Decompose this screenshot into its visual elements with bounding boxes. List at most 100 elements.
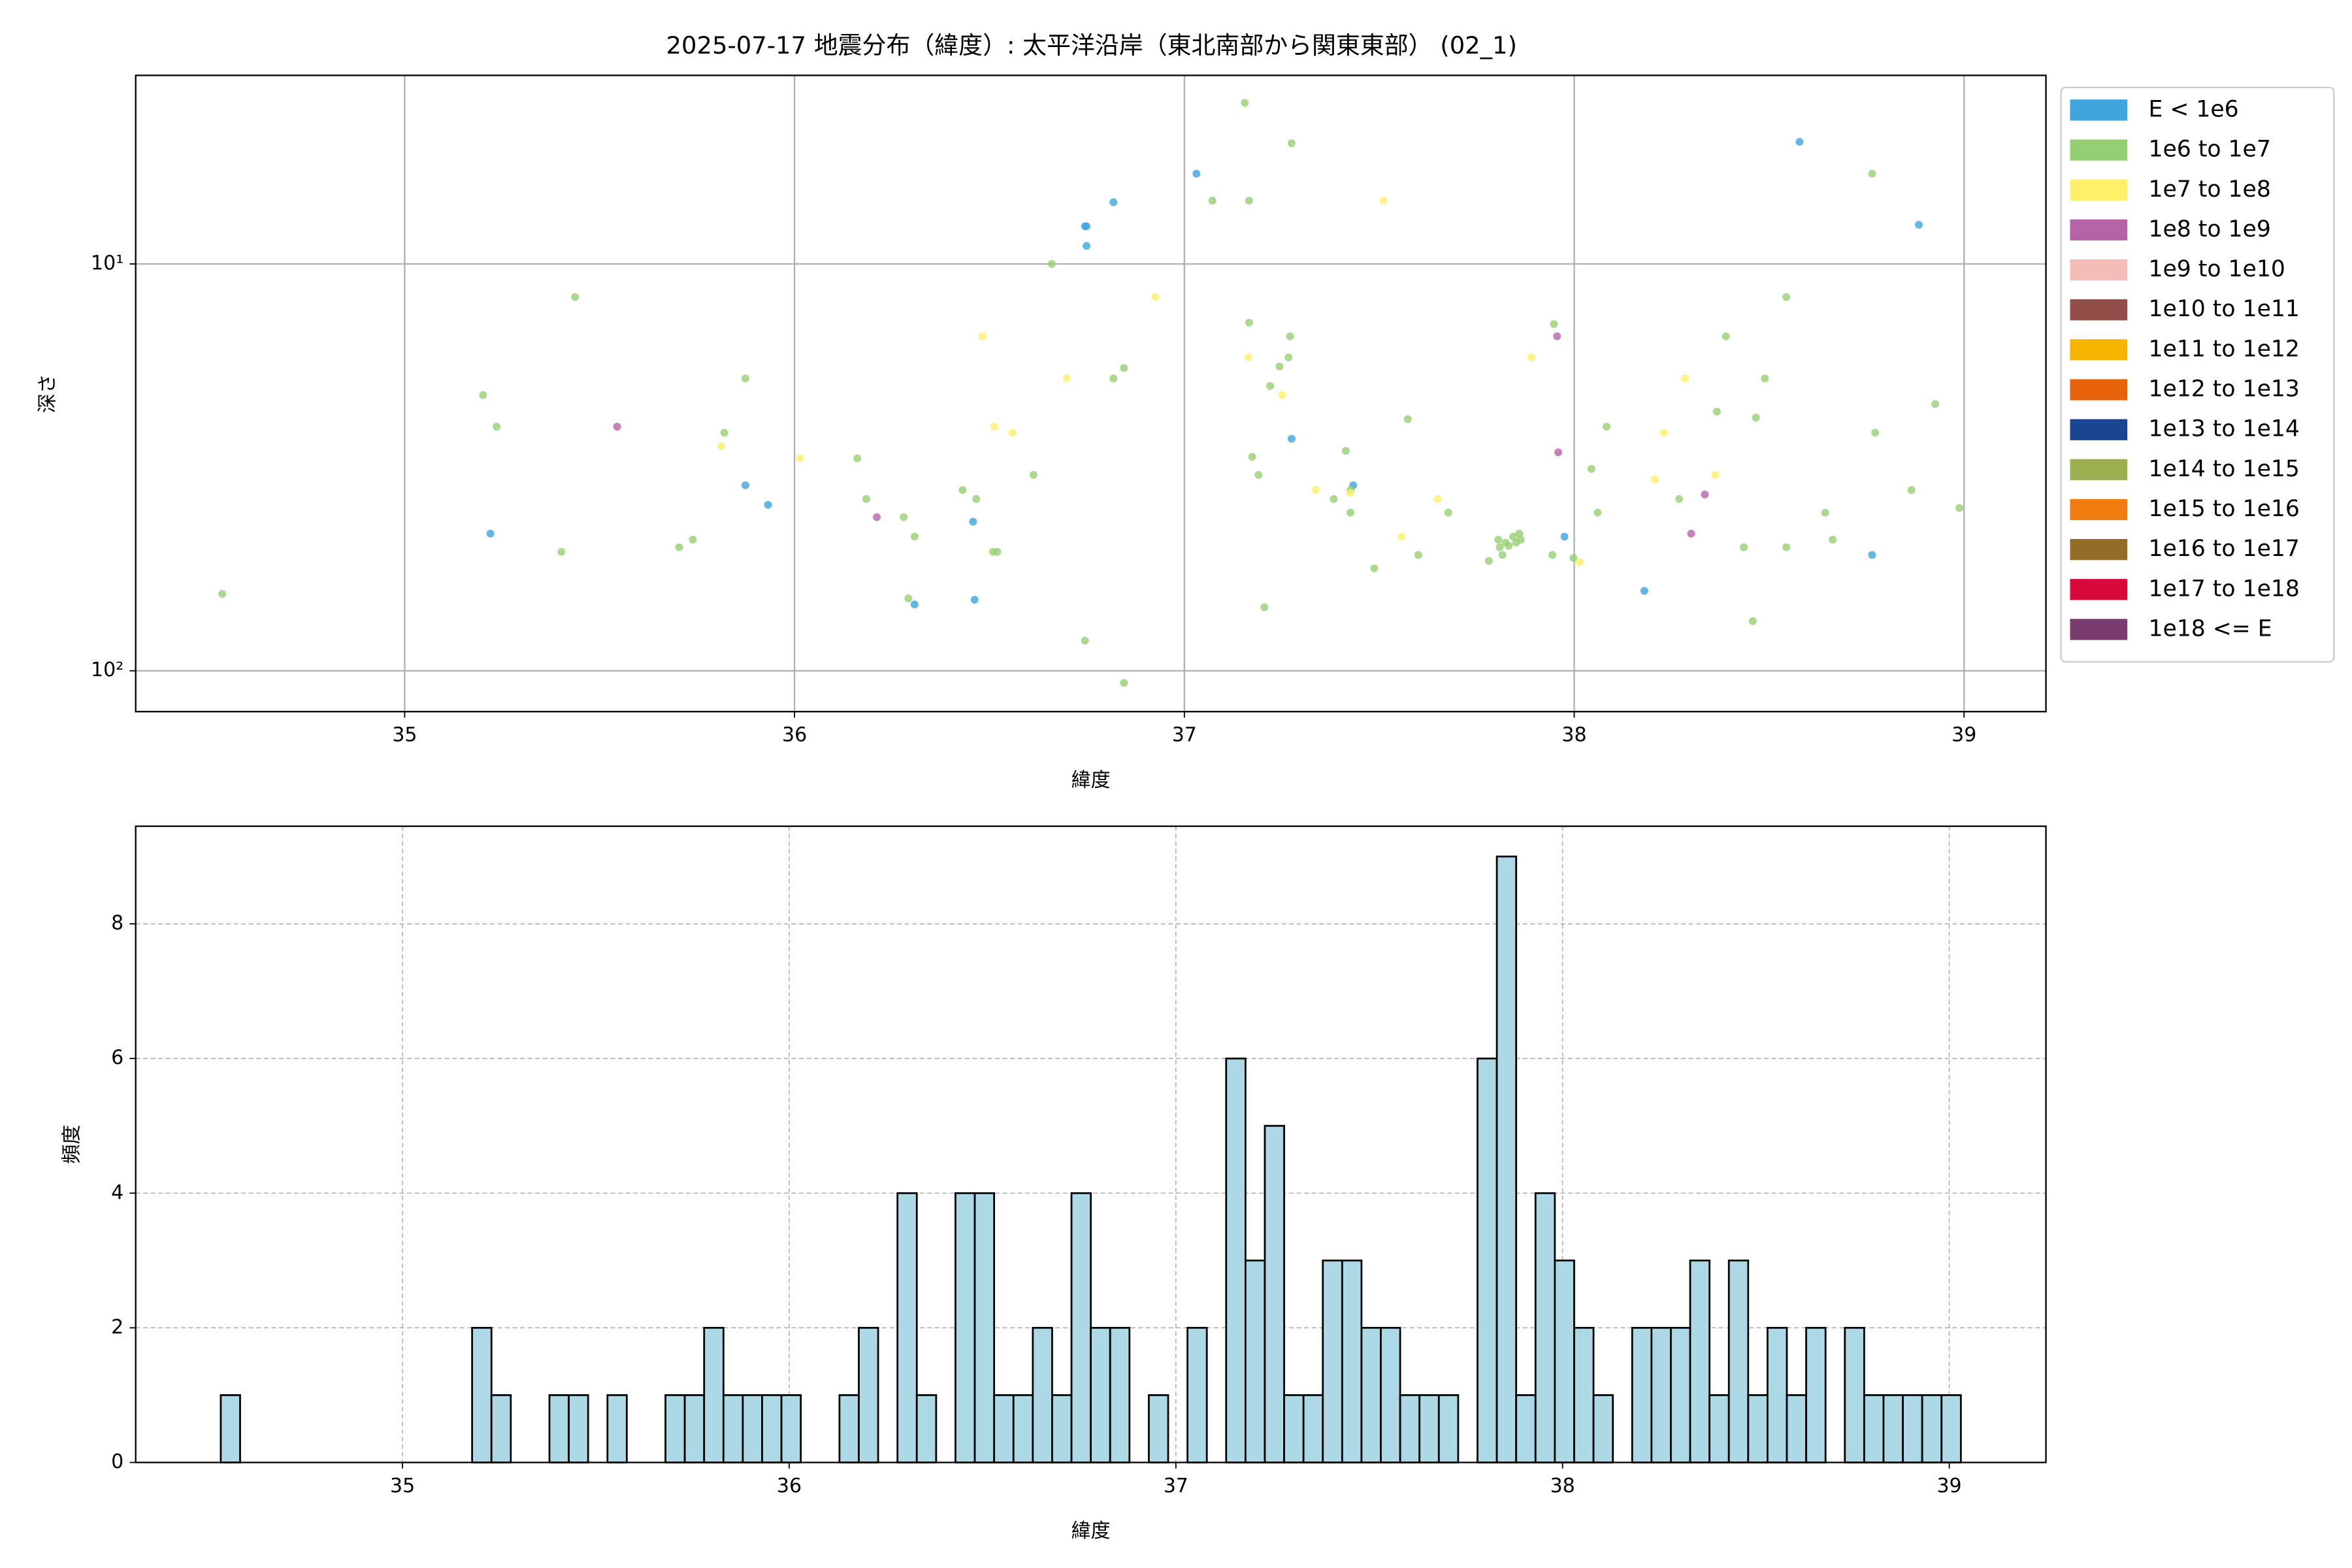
histogram-bar [1515, 1394, 1537, 1463]
data-point [1414, 551, 1422, 559]
data-point [1341, 447, 1350, 455]
histogram-bar [1592, 1394, 1614, 1463]
histogram-bar [1322, 1259, 1343, 1463]
y-tick-label: 0 [111, 1450, 123, 1473]
data-point [1241, 99, 1249, 107]
data-point [1109, 198, 1118, 206]
histogram-bar [1012, 1394, 1034, 1463]
data-point [970, 596, 979, 604]
histogram-bar [1708, 1394, 1730, 1463]
histogram-bar [1844, 1326, 1865, 1463]
x-tick-label: 35 [392, 724, 417, 747]
legend-label: 1e17 to 1e18 [2148, 576, 2299, 602]
legend-label: 1e16 to 1e17 [2148, 536, 2299, 562]
histogram-bar [1631, 1326, 1653, 1463]
data-point [1245, 318, 1253, 327]
histogram-bar [703, 1326, 725, 1463]
legend-label: 1e10 to 1e11 [2148, 296, 2299, 322]
data-point [1275, 362, 1284, 370]
data-point [1548, 551, 1557, 559]
data-point [675, 543, 683, 551]
x-tick-label: 38 [1561, 724, 1586, 747]
data-point [978, 332, 987, 340]
data-point [741, 374, 749, 383]
legend-frame [2060, 86, 2335, 663]
data-point [796, 454, 804, 463]
histogram-bar [664, 1394, 686, 1463]
histogram-bar [955, 1192, 976, 1463]
data-point [1560, 532, 1569, 541]
histogram-bar [1902, 1394, 1923, 1463]
chart-title: 2025-07-17 地震分布（緯度）: 太平洋沿岸（東北南部から関東東部） (… [666, 31, 1517, 59]
data-point [1675, 495, 1684, 503]
data-point [1397, 532, 1406, 541]
axes-frame [135, 74, 2047, 713]
data-point [1244, 353, 1252, 362]
histogram-bar [1573, 1326, 1595, 1463]
data-point [1782, 293, 1791, 301]
data-point [1680, 374, 1689, 383]
data-point [853, 454, 862, 463]
x-tick-label: 39 [1952, 724, 1976, 747]
x-tick-label: 36 [777, 1475, 802, 1497]
data-point [1931, 400, 1940, 408]
histogram-bar [1882, 1394, 1904, 1463]
data-point [764, 500, 772, 509]
y-axis-label: 深さ [36, 374, 59, 413]
x-tick-label: 38 [1550, 1475, 1575, 1497]
histogram-bar [1399, 1394, 1421, 1463]
histogram-bar [1650, 1326, 1672, 1463]
data-point [1871, 429, 1880, 437]
data-point [1081, 636, 1089, 645]
legend-swatch [2070, 179, 2128, 201]
data-point [1722, 332, 1730, 340]
histogram-bar [548, 1394, 570, 1463]
legend-label: 1e11 to 1e12 [2148, 336, 2299, 362]
legend-label: E < 1e6 [2148, 96, 2238, 122]
legend-label: 1e13 to 1e14 [2148, 416, 2299, 442]
histogram-bar [1477, 1057, 1498, 1463]
data-point [993, 547, 1002, 556]
histogram-bar [1186, 1326, 1208, 1463]
y-tick-label: 10¹ [91, 252, 123, 274]
data-point [1701, 490, 1709, 498]
data-point [1083, 222, 1091, 231]
legend-swatch [2070, 619, 2128, 640]
data-point [1553, 332, 1561, 340]
data-point [969, 517, 977, 526]
data-point [1370, 564, 1379, 572]
x-tick-label: 35 [390, 1475, 415, 1497]
data-point [741, 481, 749, 489]
data-point [571, 293, 580, 301]
data-point [1120, 364, 1128, 372]
data-point [479, 391, 487, 399]
histogram-bar [1670, 1326, 1691, 1463]
data-point [1740, 543, 1748, 551]
data-point [689, 535, 697, 544]
data-point [910, 532, 919, 541]
histogram-bar [1225, 1057, 1247, 1463]
histogram-bar [606, 1394, 628, 1463]
legend-swatch [2070, 539, 2128, 561]
data-point [1266, 382, 1275, 390]
data-point [1245, 197, 1253, 205]
data-point [720, 429, 728, 437]
histogram-bar [1747, 1394, 1769, 1463]
data-point [1509, 532, 1517, 541]
data-point [1569, 553, 1578, 562]
data-point [900, 513, 908, 521]
legend-label: 1e7 to 1e8 [2148, 176, 2270, 203]
data-point [1868, 551, 1876, 559]
data-point [1782, 543, 1791, 551]
histogram-bar [1940, 1394, 1962, 1463]
data-point [1752, 414, 1760, 422]
data-point [1062, 374, 1071, 383]
data-point [1955, 504, 1964, 512]
legend-swatch [2070, 498, 2128, 521]
legend-label: 1e18 <= E [2148, 615, 2272, 642]
data-point [1651, 475, 1659, 483]
data-point [1795, 138, 1804, 146]
data-point [1029, 470, 1037, 479]
data-point [1603, 423, 1611, 431]
